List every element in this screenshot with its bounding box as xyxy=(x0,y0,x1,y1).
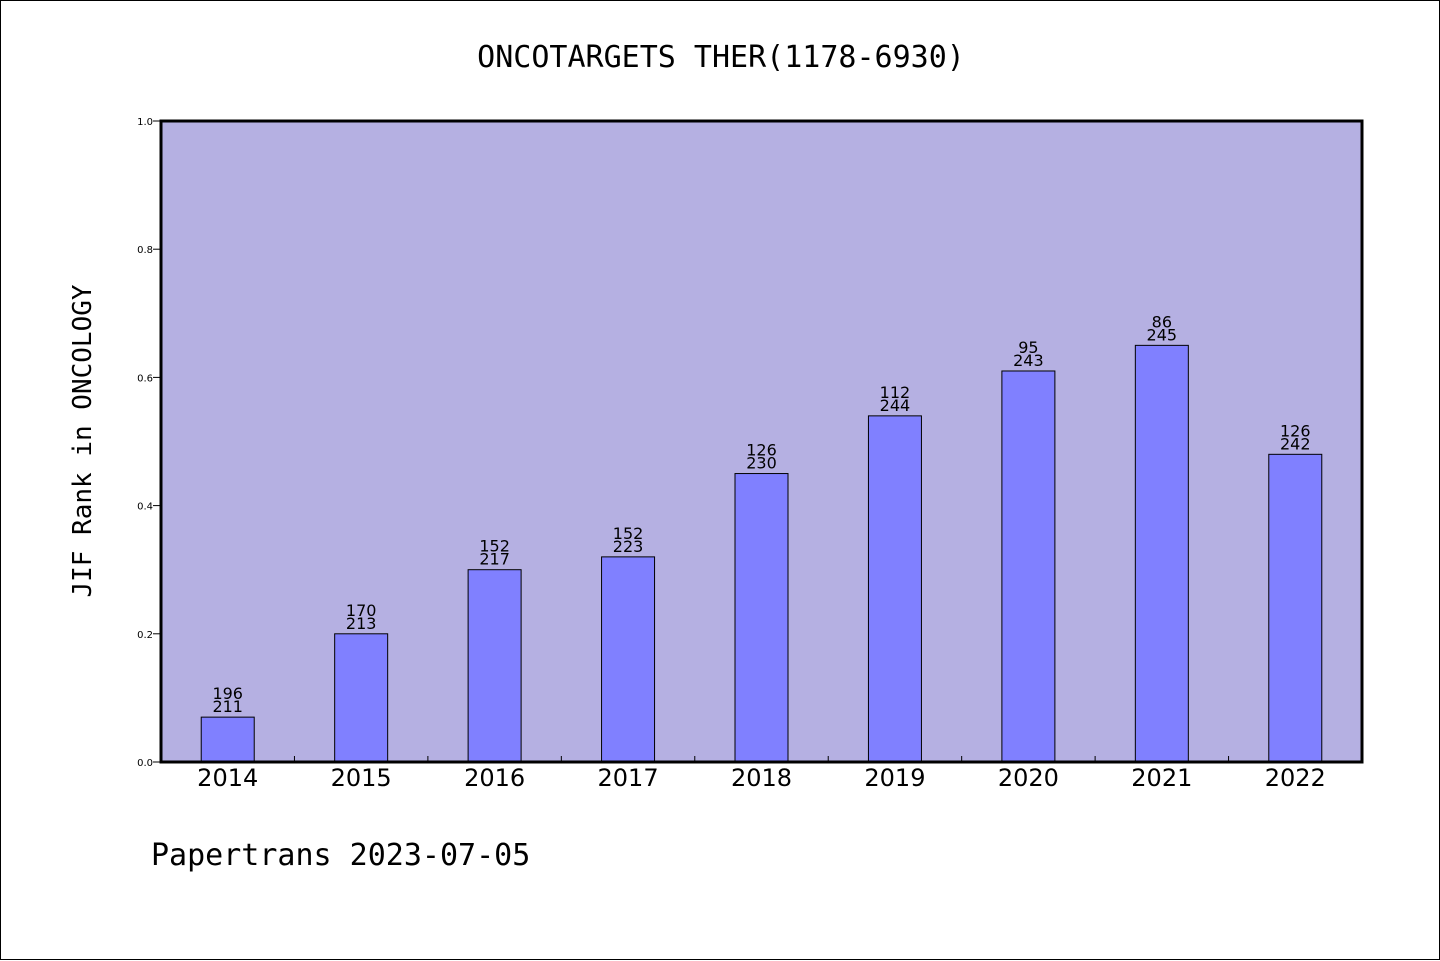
y-tick-label: 0.6 xyxy=(137,373,153,384)
bar-label-total: 217 xyxy=(479,550,510,569)
x-tick-label: 2020 xyxy=(998,764,1059,792)
bar[interactable] xyxy=(1134,344,1189,763)
bar-label-rank: 86 xyxy=(1152,312,1172,331)
x-tick-label: 2016 xyxy=(464,764,525,792)
plot-border xyxy=(159,119,1364,764)
x-tick-label: 2014 xyxy=(197,764,258,792)
bar[interactable] xyxy=(334,633,389,763)
bar-label-total: 245 xyxy=(1147,325,1178,344)
bar-label-rank: 152 xyxy=(613,524,644,543)
bar-label-rank: 152 xyxy=(479,537,510,556)
bar[interactable] xyxy=(734,473,789,763)
bar-label-rank: 126 xyxy=(1280,421,1311,440)
x-tick-label: 2015 xyxy=(331,764,392,792)
bar-label-total: 230 xyxy=(746,454,777,473)
x-tick-label: 2018 xyxy=(731,764,792,792)
y-tick-label: 0.2 xyxy=(137,630,153,641)
bar-label-total: 243 xyxy=(1013,351,1044,370)
bar[interactable] xyxy=(200,716,255,763)
bar-label-total: 213 xyxy=(346,614,377,633)
chart-title: ONCOTARGETS THER(1178-6930) xyxy=(477,40,965,75)
bar-label-total: 244 xyxy=(880,396,911,415)
x-tick-label: 2017 xyxy=(598,764,659,792)
bar-label-rank: 126 xyxy=(746,441,777,460)
bar-label-total: 242 xyxy=(1280,434,1311,453)
y-axis-label: JIF Rank in ONCOLOGY xyxy=(68,284,98,597)
bar[interactable] xyxy=(867,415,922,763)
footer-text: Papertrans 2023-07-05 xyxy=(151,838,530,873)
bar[interactable] xyxy=(601,556,656,763)
y-tick-label: 0.0 xyxy=(137,758,153,769)
bar[interactable] xyxy=(1001,370,1056,763)
x-tick-label: 2022 xyxy=(1265,764,1326,792)
bar-label-total: 211 xyxy=(212,697,243,716)
x-tick-label: 2021 xyxy=(1131,764,1192,792)
bar-label-rank: 112 xyxy=(880,383,911,402)
y-tick-label: 1.0 xyxy=(137,117,153,128)
x-tick-label: 2019 xyxy=(864,764,925,792)
bar-label-rank: 170 xyxy=(346,601,377,620)
bar[interactable] xyxy=(1268,453,1323,763)
y-tick-label: 0.4 xyxy=(137,502,153,513)
bar-label-total: 223 xyxy=(613,537,644,556)
bar-label-rank: 95 xyxy=(1018,338,1038,357)
bar[interactable] xyxy=(467,569,522,763)
bar-label-rank: 196 xyxy=(212,684,243,703)
y-tick-label: 0.8 xyxy=(137,245,153,256)
